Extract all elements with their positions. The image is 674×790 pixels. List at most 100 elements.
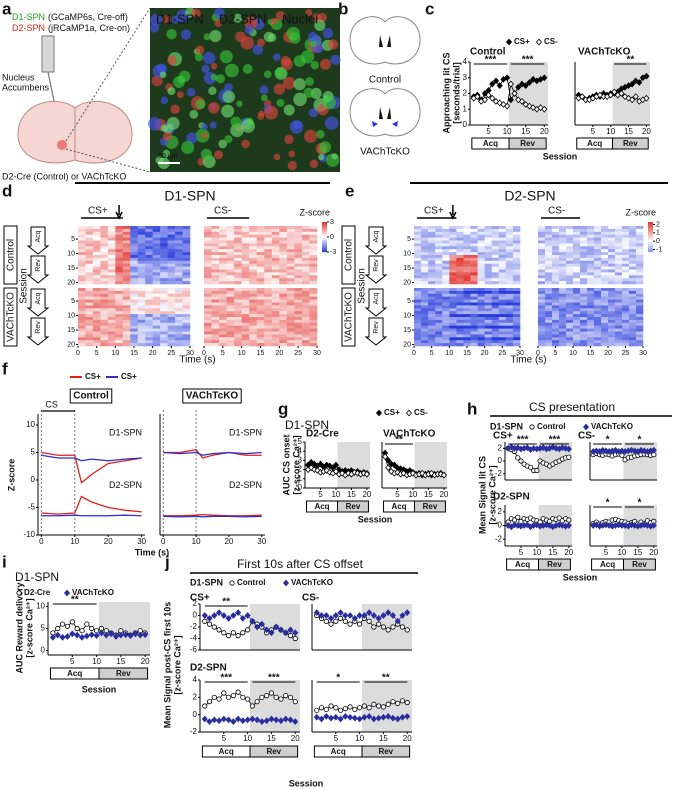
construct-label: D2-SPN (jRCaMP1a, Cre-on) <box>12 23 130 33</box>
heatmap-cell <box>491 314 500 318</box>
heatmap-cell <box>538 290 546 295</box>
cell <box>214 19 223 27</box>
data-point <box>108 630 115 638</box>
heatmap-cell <box>442 272 450 276</box>
heatmap-cell <box>463 275 471 279</box>
heatmap-cell <box>264 319 273 324</box>
heatmap-cell <box>421 252 429 256</box>
heatmap-cell <box>115 305 124 309</box>
y-tick-label: 0 <box>463 120 468 129</box>
heatmap-cell <box>587 275 595 279</box>
heatmap-cell <box>249 314 258 318</box>
data-point <box>323 467 330 474</box>
heatmap-cell <box>484 343 493 347</box>
cell <box>287 160 297 171</box>
heatmap-cell <box>279 328 288 332</box>
heatmap-cell <box>264 305 273 309</box>
heatmap-cell <box>629 234 637 238</box>
heatmap-cell <box>573 240 581 244</box>
heatmap-cell <box>559 228 567 233</box>
heatmap-cell <box>477 314 485 318</box>
cell <box>208 86 217 96</box>
heatmap-cell <box>122 269 131 273</box>
heatmap-cell <box>301 302 310 306</box>
heatmap-cell <box>428 263 436 267</box>
heatmap-cell <box>587 226 595 230</box>
heatmap-cell <box>477 337 485 341</box>
heatmap-title: D2-SPN <box>504 188 555 204</box>
heatmap-cell <box>545 311 553 315</box>
heatmap-cell <box>234 331 242 335</box>
heatmap-cell <box>182 343 191 347</box>
heatmap-cell <box>100 319 109 324</box>
heatmap-cell <box>92 249 101 253</box>
heatmap-cell <box>491 226 500 230</box>
cell <box>214 150 224 160</box>
heatmap-cell <box>249 337 258 341</box>
heatmap-cell <box>484 234 493 238</box>
heatmap-cell <box>428 234 436 238</box>
colorbar-tick-label: 0 <box>330 234 334 241</box>
x-tick-label: 20 <box>275 350 283 357</box>
heatmap-cell <box>629 299 637 303</box>
heatmap-cell <box>463 305 471 309</box>
heatmap-cell <box>160 311 168 315</box>
heatmap-cell <box>477 317 485 321</box>
heatmap-cell <box>249 249 258 253</box>
heatmap-cell <box>512 257 521 262</box>
heatmap-cell <box>234 302 242 306</box>
heatmap-cell <box>435 299 443 303</box>
x-tick-label: 20 <box>149 350 157 357</box>
heatmap-cell <box>428 290 436 295</box>
heatmap-cell <box>505 334 514 338</box>
heatmap-cell <box>456 290 464 295</box>
cell <box>191 8 201 18</box>
heatmap-cell <box>470 278 478 282</box>
heatmap-cell <box>552 325 560 329</box>
heatmap-cell <box>271 249 280 253</box>
heatmap-cell <box>78 340 86 344</box>
heatmap-cell <box>545 237 553 241</box>
heatmap-cell <box>477 299 485 303</box>
heatmap-cell <box>271 263 280 267</box>
heatmap-cell <box>498 246 507 250</box>
heatmap-cell <box>122 275 131 279</box>
heatmap-cell <box>580 340 588 344</box>
lesion <box>372 121 398 127</box>
heatmap-cell <box>219 334 227 338</box>
heatmap-cell <box>421 293 429 297</box>
data-point <box>245 627 251 633</box>
cell <box>293 92 307 107</box>
heatmap-cell <box>428 305 436 309</box>
heatmap-cell <box>470 269 478 273</box>
data-point <box>382 453 389 461</box>
heatmap-cell <box>601 340 609 344</box>
heatmap-cell <box>587 317 595 321</box>
heatmap-cell <box>219 234 227 238</box>
heatmap-cell <box>130 328 139 332</box>
heatmap-cell <box>301 252 310 256</box>
data-point <box>541 74 548 82</box>
colorbar-cell <box>648 236 653 239</box>
heatmap-cell <box>428 328 436 332</box>
heatmap-cell <box>559 311 567 315</box>
phase-box <box>361 745 411 758</box>
heatmap-cell <box>615 343 623 347</box>
phase-label: Acq <box>35 230 42 242</box>
heatmap-cell <box>601 257 609 262</box>
heatmap-cell <box>463 340 471 344</box>
heatmap-cell <box>92 311 101 315</box>
heatmap-cell <box>573 314 581 318</box>
x-tick-label: 10 <box>111 350 119 357</box>
heatmap-cell <box>491 275 500 279</box>
heatmap-cell <box>587 322 595 326</box>
heatmap-cell <box>167 231 176 235</box>
heatmap-cell <box>622 314 630 318</box>
heatmap-cell <box>204 288 212 292</box>
heatmap-cell <box>211 272 220 276</box>
data-point <box>112 633 120 640</box>
trace <box>163 513 262 517</box>
heatmap-cell <box>601 249 609 253</box>
heatmap-cell <box>241 288 250 292</box>
heatmap-cell <box>545 340 553 344</box>
